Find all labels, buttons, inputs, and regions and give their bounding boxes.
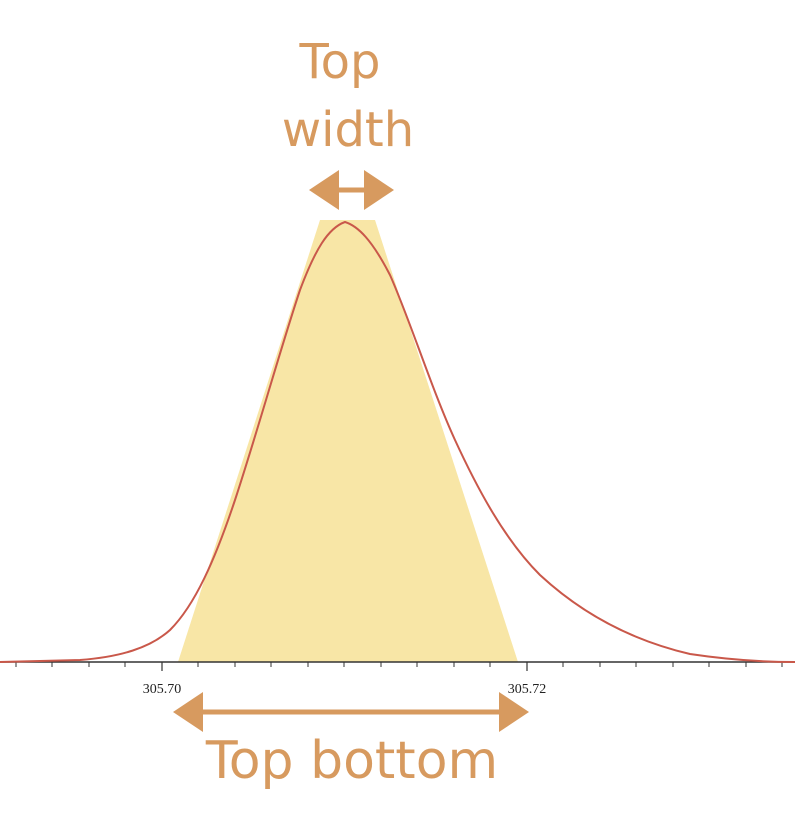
top-label-line1: Top <box>299 34 381 90</box>
peak-region <box>178 220 518 662</box>
bottom-label: Top bottom <box>205 731 498 791</box>
minor-ticks <box>15 662 783 667</box>
peak-curve <box>0 220 795 663</box>
tick-label: 305.72 <box>508 682 547 697</box>
top-label-line2: width <box>282 102 414 158</box>
tick-label: 305.70 <box>143 682 182 697</box>
